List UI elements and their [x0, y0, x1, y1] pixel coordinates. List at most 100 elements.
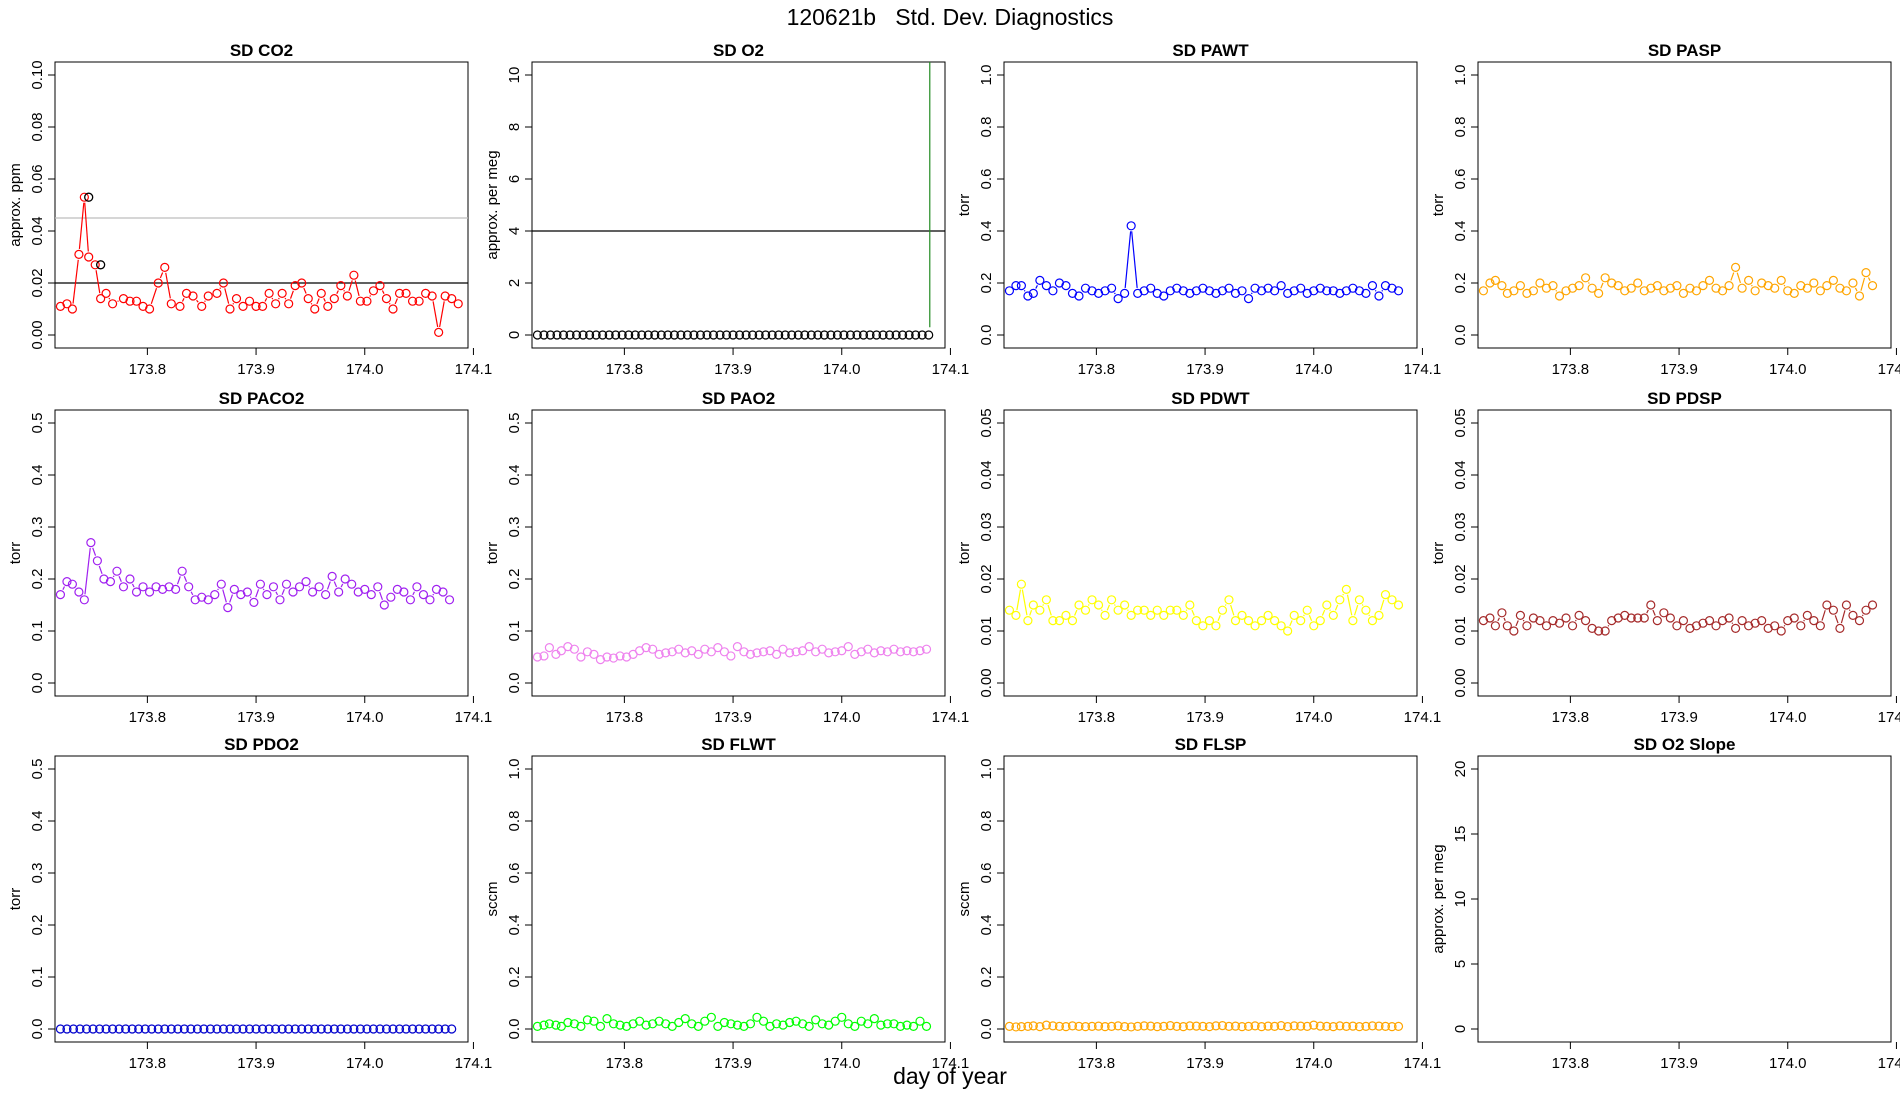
data-point	[362, 296, 372, 306]
data-point	[388, 1024, 398, 1034]
x-tick-label: 174.0	[823, 361, 861, 378]
series-line	[204, 300, 206, 303]
series-line	[1114, 604, 1116, 606]
y-tick-label: 0.6	[978, 169, 995, 190]
data-point	[1061, 1022, 1071, 1032]
data-point	[532, 330, 543, 340]
x-tick-label: 174.1	[1878, 709, 1900, 726]
y-axis-label: approx. ppm	[7, 163, 24, 246]
data-point	[229, 584, 239, 595]
data-point	[1256, 1022, 1267, 1032]
chart-title: SD PDSP	[1647, 389, 1722, 408]
data-point	[1776, 275, 1786, 285]
series-line	[1574, 619, 1577, 622]
series-line	[1029, 609, 1033, 616]
data-point	[869, 648, 879, 658]
chart-sd-paco2: SD PACO2 0.0 0.1 0.2 0.3 0.4 0.5 torr 173.8 173.9…	[7, 389, 492, 726]
x-tick-label: 173.9	[714, 361, 752, 378]
data-point	[218, 1024, 229, 1034]
data-point	[140, 1024, 150, 1034]
y-tick-label: 10	[506, 67, 523, 84]
series-line	[108, 297, 111, 300]
series-line	[229, 594, 234, 603]
data-point	[784, 1017, 795, 1028]
y-tick-label: 0.4	[1452, 221, 1469, 242]
data-point	[1367, 1021, 1378, 1031]
data-point	[1159, 610, 1169, 621]
chart-sd-pdwt: SD PDWT 0.00 0.01 0.02 0.03 0.04 0.05 torr 173.8…	[956, 389, 1441, 726]
data-point	[314, 582, 324, 592]
series-line	[278, 297, 280, 300]
data-point	[1554, 291, 1565, 301]
data-point	[418, 589, 429, 600]
data-point	[845, 330, 856, 340]
x-tick-label: 173.8	[129, 361, 167, 378]
data-point	[726, 651, 736, 661]
x-tick-label: 174.1	[455, 361, 493, 378]
y-tick-label: 0.0	[978, 1019, 995, 1040]
data-point	[281, 579, 292, 589]
series-line	[84, 547, 91, 595]
data-point	[1126, 1022, 1136, 1032]
data-point	[223, 602, 233, 613]
data-point	[1028, 600, 1038, 610]
data-point	[1276, 621, 1286, 631]
series-line	[1867, 277, 1871, 281]
data-point	[373, 582, 383, 592]
data-point	[1152, 605, 1162, 615]
data-point	[179, 1024, 189, 1034]
data-point	[1191, 1021, 1201, 1031]
series-line	[432, 301, 439, 328]
data-point	[1730, 623, 1741, 634]
y-tick-label: 0.4	[978, 915, 995, 936]
data-point	[674, 1017, 684, 1028]
x-tick-label: 173.8	[1078, 361, 1116, 378]
series-line	[1016, 589, 1022, 611]
data-point	[1322, 600, 1332, 610]
data-point	[615, 1020, 625, 1030]
data-point	[238, 1024, 248, 1034]
y-tick-label: 0.5	[506, 413, 523, 434]
data-point	[904, 330, 914, 340]
series-line	[439, 301, 445, 328]
page-title: 120621b Std. Dev. Diagnostics	[786, 4, 1114, 30]
data-point	[401, 1024, 411, 1034]
series-line	[1607, 624, 1610, 627]
data-point	[767, 330, 777, 340]
data-point	[544, 643, 554, 653]
data-point	[399, 587, 409, 597]
chart-title: SD PDWT	[1171, 389, 1250, 408]
data-point	[1861, 605, 1871, 615]
data-point	[1776, 626, 1786, 636]
data-point	[1011, 1022, 1021, 1032]
y-tick-label: 2	[506, 279, 523, 287]
data-point	[67, 304, 77, 314]
y-tick-label: 0.6	[1452, 169, 1469, 190]
x-tick-label: 174.0	[1295, 361, 1333, 378]
y-axis-label: torr	[1430, 194, 1447, 217]
chart-sd-pdsp: SD PDSP 0.00 0.01 0.02 0.03 0.04 0.05 torr 173.8…	[1430, 389, 1900, 726]
data-point	[427, 291, 437, 301]
data-point	[732, 1020, 743, 1030]
plot-frame	[1477, 755, 1892, 1043]
data-point	[793, 330, 803, 340]
data-point	[1361, 605, 1371, 615]
y-tick-label: 0.2	[1452, 273, 1469, 294]
data-point	[902, 646, 912, 656]
series-line	[381, 290, 385, 294]
data-point	[1509, 626, 1519, 636]
data-point	[1704, 275, 1715, 285]
data-point	[1497, 281, 1507, 291]
data-point	[74, 249, 84, 259]
data-point	[160, 1024, 170, 1034]
series-line	[281, 589, 285, 595]
data-point	[1594, 288, 1604, 298]
data-point	[1367, 281, 1378, 291]
series-line	[1230, 604, 1235, 616]
y-tick-label: 0.1	[29, 621, 46, 642]
data-point	[1724, 613, 1734, 623]
plot-frame	[531, 61, 946, 349]
y-tick-label: 1.0	[978, 759, 995, 780]
data-point	[1724, 281, 1734, 291]
